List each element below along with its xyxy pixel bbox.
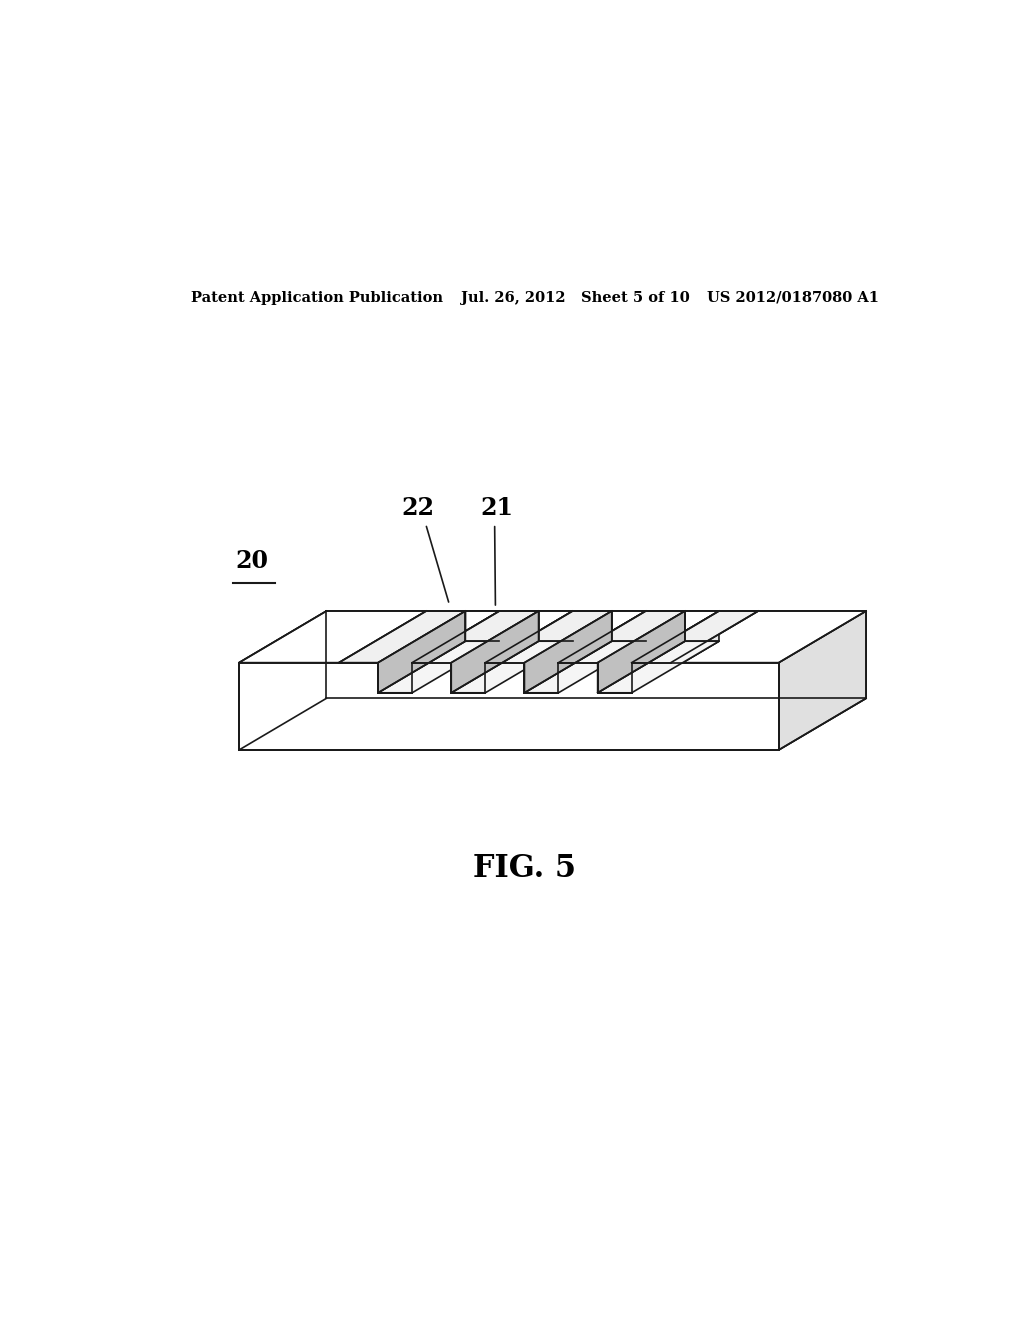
Polygon shape xyxy=(778,611,866,750)
Polygon shape xyxy=(598,642,719,693)
Polygon shape xyxy=(485,611,611,663)
Polygon shape xyxy=(378,611,465,693)
Text: 22: 22 xyxy=(401,496,434,520)
Polygon shape xyxy=(240,611,327,750)
Polygon shape xyxy=(452,642,572,693)
Polygon shape xyxy=(485,611,611,663)
Text: Patent Application Publication: Patent Application Publication xyxy=(191,290,443,305)
Polygon shape xyxy=(240,611,866,663)
Polygon shape xyxy=(524,611,611,693)
Polygon shape xyxy=(632,611,758,663)
Polygon shape xyxy=(412,611,539,663)
Polygon shape xyxy=(632,611,719,693)
Polygon shape xyxy=(524,611,611,693)
Text: 21: 21 xyxy=(480,496,513,520)
Polygon shape xyxy=(598,642,719,693)
Polygon shape xyxy=(485,611,572,693)
Text: 20: 20 xyxy=(236,549,268,573)
Polygon shape xyxy=(327,611,866,698)
Text: FIG. 5: FIG. 5 xyxy=(473,854,577,884)
Polygon shape xyxy=(524,642,646,693)
Text: Jul. 26, 2012   Sheet 5 of 10: Jul. 26, 2012 Sheet 5 of 10 xyxy=(461,290,690,305)
Polygon shape xyxy=(339,611,465,663)
Polygon shape xyxy=(240,698,866,750)
Polygon shape xyxy=(632,611,758,663)
Polygon shape xyxy=(240,663,778,750)
Polygon shape xyxy=(452,611,539,693)
Polygon shape xyxy=(558,611,646,693)
Polygon shape xyxy=(452,642,572,693)
Polygon shape xyxy=(598,611,685,693)
Polygon shape xyxy=(558,611,685,663)
Polygon shape xyxy=(412,611,539,663)
Polygon shape xyxy=(558,611,685,663)
Polygon shape xyxy=(378,611,465,693)
Polygon shape xyxy=(452,611,539,693)
Text: US 2012/0187080 A1: US 2012/0187080 A1 xyxy=(708,290,880,305)
Polygon shape xyxy=(524,642,646,693)
Polygon shape xyxy=(598,611,685,693)
Polygon shape xyxy=(378,642,500,693)
Polygon shape xyxy=(412,611,500,693)
Polygon shape xyxy=(339,611,465,663)
Polygon shape xyxy=(378,642,500,693)
